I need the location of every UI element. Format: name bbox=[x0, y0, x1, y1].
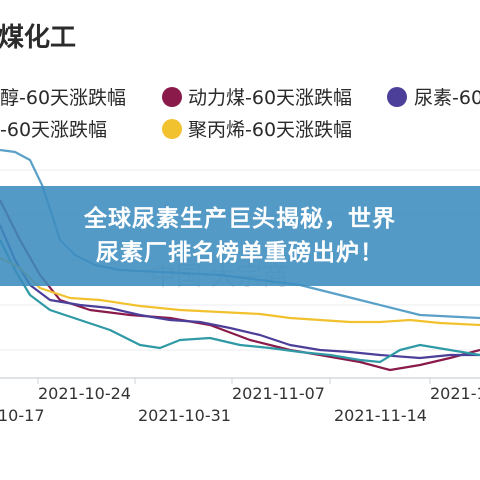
x-tick-label: 2021-11-07 bbox=[232, 384, 325, 403]
legend-swatch-polypropylene bbox=[162, 119, 182, 139]
chart-title: 煤化工 bbox=[0, 23, 76, 53]
legend-label-series4: -60天涨跌幅 bbox=[0, 119, 107, 141]
legend-label-urea: 尿素-60 bbox=[414, 87, 480, 109]
x-tick-label: 2021-10-31 bbox=[138, 406, 231, 425]
series-line-3 bbox=[0, 224, 480, 360]
series-line-5 bbox=[0, 257, 480, 327]
series-line-2 bbox=[0, 199, 480, 372]
legend-swatch-thermal-coal bbox=[162, 87, 182, 107]
legend-label-methanol: 醇-60天涨跌幅 bbox=[0, 87, 126, 109]
headline-banner[interactable]: 全球尿素生产巨头揭秘，世界 尿素厂排名榜单重磅出炉！ bbox=[0, 186, 480, 286]
headline-line-1: 全球尿素生产巨头揭秘，世界 bbox=[84, 206, 396, 232]
series-line-4 bbox=[0, 239, 480, 364]
x-tick-label: 2021-11-14 bbox=[334, 406, 427, 425]
legend-swatch-urea bbox=[387, 87, 407, 107]
legend-label-polypropylene: 聚丙烯-60天涨跌幅 bbox=[188, 119, 352, 141]
series-layer bbox=[0, 148, 480, 372]
x-tick-label: 2021-1 bbox=[430, 384, 480, 403]
x-tick-label: 10-17 bbox=[0, 406, 45, 425]
legend-label-thermal-coal: 动力煤-60天涨跌幅 bbox=[188, 87, 352, 109]
headline-line-2: 尿素厂排名榜单重磅出炉！ bbox=[96, 240, 384, 266]
x-tick-label: 2021-10-24 bbox=[38, 384, 131, 403]
